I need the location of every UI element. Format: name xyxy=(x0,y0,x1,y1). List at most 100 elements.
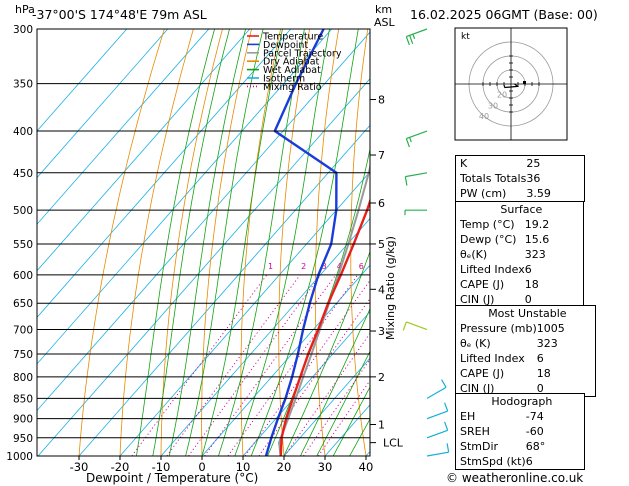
mu-row-value: 18 xyxy=(536,367,551,380)
dry-adiabat-line xyxy=(78,29,165,456)
pressure-label: 450 xyxy=(13,168,33,180)
isotherm-line xyxy=(78,124,370,456)
isotherm-line xyxy=(201,264,370,456)
x-tick-label: 20 xyxy=(277,460,292,474)
mixing-ratio-label: 25 xyxy=(441,262,451,271)
mu-row-label: θₑ (K) xyxy=(460,337,491,350)
isotherm-line xyxy=(37,31,370,412)
legend-label: Mixing Ratio xyxy=(263,82,322,93)
wet-adiabat-line xyxy=(152,29,230,456)
isotherm-line xyxy=(37,29,292,318)
mixing-ratio-line xyxy=(188,274,322,456)
mixing-ratio-label: 15 xyxy=(409,262,419,271)
mu-row-value: 1005 xyxy=(536,322,565,335)
pressure-label: 650 xyxy=(13,298,33,310)
most-unstable-header: Most Unstable xyxy=(488,307,567,320)
wind-barb xyxy=(404,209,427,216)
pressure-label: 1000 xyxy=(6,451,33,463)
pw-label: PW (cm) xyxy=(460,187,507,200)
isotherm-line xyxy=(37,29,210,225)
height-label: 3 xyxy=(378,325,385,338)
mixing-ratio-label: 2 xyxy=(301,262,306,271)
surface-row-label: CAPE (J) xyxy=(460,278,505,291)
km-label: km xyxy=(375,3,393,16)
hodo-row-label: StmDir xyxy=(460,440,499,453)
pressure-label: 900 xyxy=(13,414,33,426)
wet-adiabat-line xyxy=(185,29,264,456)
x-axis-title: Dewpoint / Temperature (°C) xyxy=(86,471,259,485)
pressure-label: 700 xyxy=(13,325,33,337)
height-label: 2 xyxy=(378,371,385,384)
copyright: © weatheronline.co.uk xyxy=(446,471,584,485)
hodograph-unit-label: kt xyxy=(461,32,470,42)
surface-row-value: 18 xyxy=(524,278,539,291)
wet-adiabat-line xyxy=(136,29,215,456)
surface-header: Surface xyxy=(500,203,543,216)
wet-adiabat-line xyxy=(316,350,370,456)
dry-adiabat-line xyxy=(600,29,629,456)
surface-row-value: 19.2 xyxy=(524,218,550,231)
surface-row-value: 323 xyxy=(524,248,546,261)
mixing-ratio-label: 8 xyxy=(375,262,380,271)
isotherm-line xyxy=(37,29,251,272)
isotherm-line xyxy=(242,311,370,456)
x-tick-label: 0 xyxy=(198,460,205,474)
wet-adiabat-line xyxy=(332,386,370,456)
mu-row-value: 0 xyxy=(536,382,544,395)
pressure-label: 300 xyxy=(13,24,33,36)
pressure-label: 950 xyxy=(13,433,33,445)
hodo-row-label: StmSpd (kt) xyxy=(460,455,526,468)
isotherm-line xyxy=(37,29,128,132)
pressure-label: 850 xyxy=(13,393,33,405)
pressure-label: 750 xyxy=(13,349,33,361)
wind-barb xyxy=(405,28,428,46)
dry-adiabat-line xyxy=(160,29,223,456)
hodograph-ring-label: 20 xyxy=(497,91,507,100)
dry-adiabat-line xyxy=(418,29,448,456)
hodo-row-value: 68° xyxy=(525,440,546,453)
hodograph-ring-label: 40 xyxy=(479,112,489,121)
height-label: 4 xyxy=(378,283,385,296)
height-label: 5 xyxy=(378,238,385,251)
isotherm-line xyxy=(283,357,370,456)
legend-label: Dewpoint xyxy=(263,40,308,51)
mixing-ratio-label: 1 xyxy=(268,262,273,271)
x-tick-label: 40 xyxy=(359,460,374,474)
asl-label: ASL xyxy=(374,16,395,29)
surface-row-value: 0 xyxy=(524,293,532,306)
surface-row-label: Temp (°C) xyxy=(460,218,515,231)
pressure-label: 600 xyxy=(13,270,33,282)
wind-barb xyxy=(426,443,450,457)
height-label: 7 xyxy=(378,149,385,162)
surface-row-label: CIN (J) xyxy=(460,293,495,306)
k-index-label: K xyxy=(460,157,468,170)
hodograph-table: Hodograph EH -74 SREH -60 StmDir 68° StmSpd… xyxy=(455,393,585,470)
legend-label: Isotherm xyxy=(263,74,305,85)
index-table: K 25 Totals Totals 36 PW (cm) 3.59 xyxy=(455,155,586,202)
x-tick-label: -20 xyxy=(111,460,130,474)
height-label: 1 xyxy=(378,418,385,431)
mixing-ratio-axis-title: Mixing Ratio (g/kg) xyxy=(384,236,397,340)
pressure-label: 350 xyxy=(13,79,33,91)
surface-table: Surface Temp (°C) 19.2 Dewp (°C) 15.6 θₑ(K… xyxy=(455,201,584,308)
mu-row-label: CAPE (J) xyxy=(460,367,505,380)
wind-barb xyxy=(426,421,449,439)
wet-adiabat-line xyxy=(300,307,370,456)
wind-barb xyxy=(404,172,428,186)
plot-frame xyxy=(36,28,371,457)
pressure-label: 550 xyxy=(13,239,33,251)
height-label: 8 xyxy=(378,94,385,107)
mu-row-value: 323 xyxy=(536,337,558,350)
legend-label: Dry Adiabat xyxy=(263,57,320,68)
mixing-ratio-line xyxy=(131,274,268,456)
pressure-label: 800 xyxy=(13,372,33,384)
surface-row-label: Lifted Index xyxy=(460,263,525,276)
hodo-row-value: 6 xyxy=(525,455,533,468)
x-tick-label: 30 xyxy=(318,460,333,474)
surface-row-label: Dewp (°C) xyxy=(460,233,517,246)
height-label: 6 xyxy=(378,197,385,210)
mu-row-label: Pressure (mb) xyxy=(460,322,537,335)
legend-label: Temperature xyxy=(262,32,323,43)
surface-row-value: 15.6 xyxy=(524,233,550,246)
